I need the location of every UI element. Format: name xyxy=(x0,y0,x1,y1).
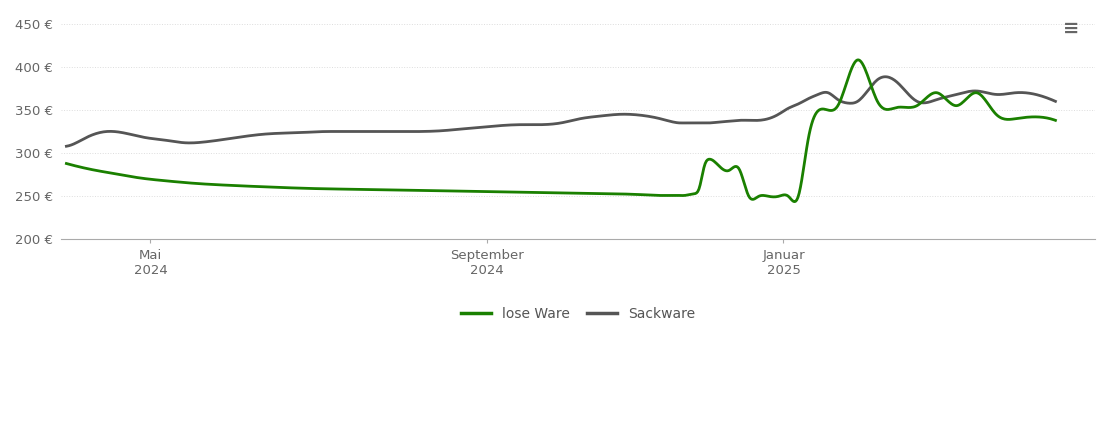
Legend: lose Ware, Sackware: lose Ware, Sackware xyxy=(455,302,702,327)
Text: ≡: ≡ xyxy=(1062,19,1079,38)
